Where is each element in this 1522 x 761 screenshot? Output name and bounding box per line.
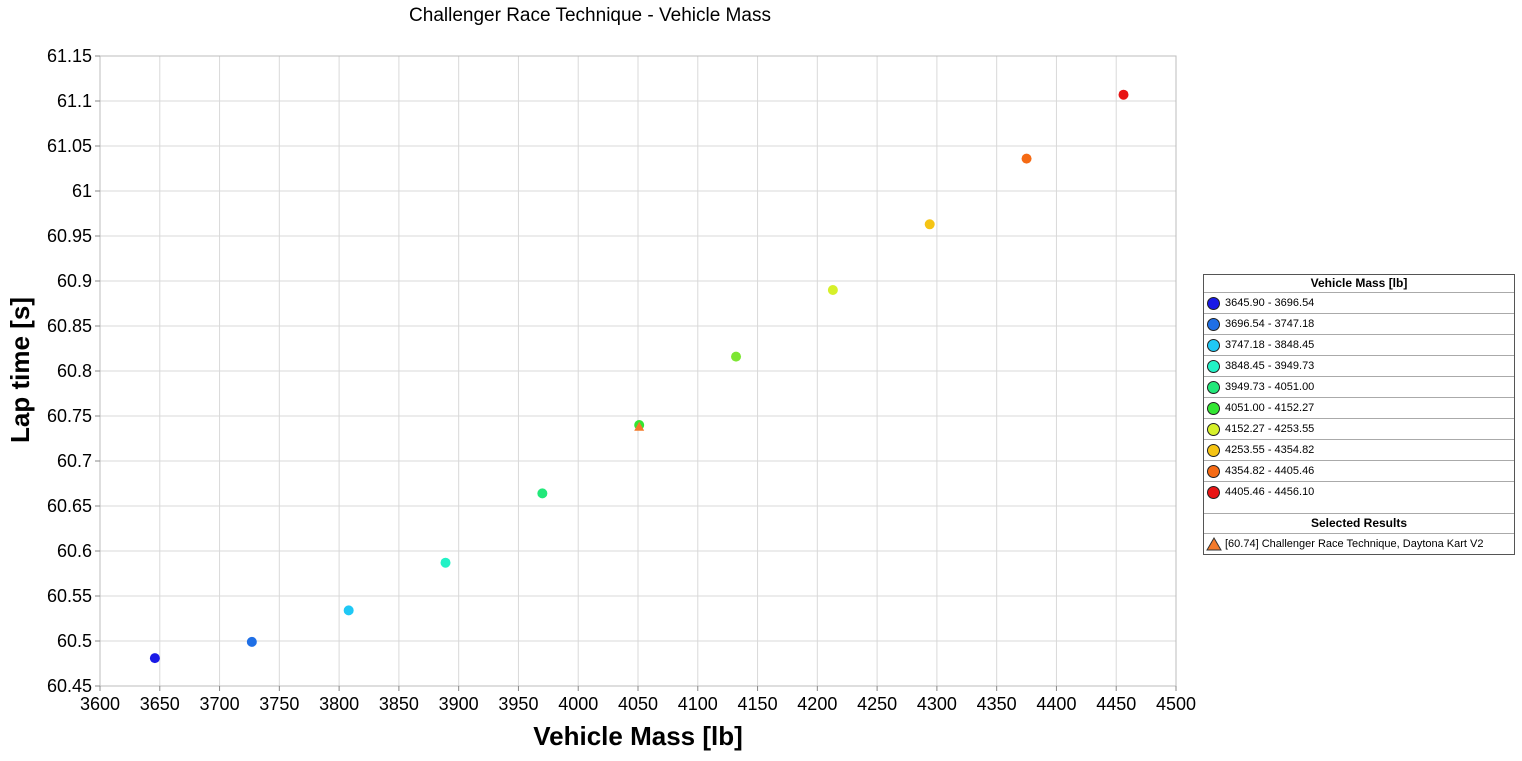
legend-item-label: 4354.82 - 4405.46 [1225, 465, 1315, 477]
legend-swatch-icon [1207, 401, 1220, 415]
legend-items: 3645.90 - 3696.54 3696.54 - 3747.18 3747.1… [1204, 293, 1514, 502]
y-tick-label: 60.5 [57, 631, 92, 651]
y-tick-label: 60.8 [57, 361, 92, 381]
x-tick-label: 4150 [738, 694, 778, 714]
x-tick-label: 4300 [917, 694, 957, 714]
y-tick-label: 60.9 [57, 271, 92, 291]
legend-swatch-icon [1207, 359, 1220, 373]
legend-selected-items: [60.74] Challenger Race Technique, Dayto… [1204, 534, 1514, 554]
y-axis-title: Lap time [s] [5, 297, 35, 443]
legend-item: 3747.18 - 3848.45 [1204, 335, 1514, 356]
legend: Vehicle Mass [lb] 3645.90 - 3696.54 3696.… [1203, 274, 1515, 555]
y-tick-label: 60.75 [47, 406, 92, 426]
legend-item-label: 4051.00 - 4152.27 [1225, 402, 1315, 414]
x-tick-label: 4250 [857, 694, 897, 714]
y-tick-label: 61.15 [47, 46, 92, 66]
legend-item-label: 4405.46 - 4456.10 [1225, 486, 1315, 498]
legend-item-label: 3848.45 - 3949.73 [1225, 360, 1315, 372]
legend-selected-item: [60.74] Challenger Race Technique, Dayto… [1204, 534, 1514, 554]
legend-swatch-icon [1207, 485, 1220, 499]
legend-item-label: 3747.18 - 3848.45 [1225, 339, 1315, 351]
grid [99, 55, 1177, 687]
x-tick-label: 4000 [558, 694, 598, 714]
data-point [149, 653, 160, 664]
data-point [827, 285, 838, 295]
data-point [440, 557, 451, 568]
legend-swatch-icon [1207, 443, 1220, 457]
legend-item-label: 3645.90 - 3696.54 [1225, 297, 1315, 309]
legend-selected-title: Selected Results [1204, 514, 1514, 534]
legend-swatch-icon [1207, 464, 1220, 478]
legend-swatch-icon [1207, 338, 1220, 352]
data-point [1118, 89, 1129, 100]
x-tick-label: 4500 [1156, 694, 1196, 714]
data-points [149, 89, 1129, 664]
legend-item: 3848.45 - 3949.73 [1204, 356, 1514, 377]
x-tick-label: 3750 [259, 694, 299, 714]
y-tick-label: 60.65 [47, 496, 92, 516]
x-tick-label: 3700 [200, 694, 240, 714]
legend-spacer [1204, 502, 1514, 514]
x-tick-label: 3900 [439, 694, 479, 714]
y-tick-label: 60.95 [47, 226, 92, 246]
y-tick-label: 61.1 [57, 91, 92, 111]
x-tick-label: 4350 [977, 694, 1017, 714]
y-tick-label: 60.7 [57, 451, 92, 471]
chart-title: Challenger Race Technique - Vehicle Mass [409, 5, 771, 26]
legend-item-label: 4152.27 - 4253.55 [1225, 423, 1315, 435]
legend-item: 4354.82 - 4405.46 [1204, 461, 1514, 482]
legend-swatch-icon [1207, 317, 1220, 331]
legend-item-label: 3696.54 - 3747.18 [1225, 318, 1315, 330]
x-tick-label: 3800 [319, 694, 359, 714]
legend-swatch-icon [1207, 380, 1220, 394]
x-tick-label: 4400 [1036, 694, 1076, 714]
legend-item: 4405.46 - 4456.10 [1204, 482, 1514, 502]
data-point [246, 636, 257, 647]
legend-item: 4152.27 - 4253.55 [1204, 419, 1514, 440]
x-axis-title: Vehicle Mass [lb] [533, 721, 743, 751]
legend-swatch-icon [1207, 296, 1220, 310]
x-tick-label: 3650 [140, 694, 180, 714]
y-tick-label: 60.85 [47, 316, 92, 336]
y-tick-label: 60.6 [57, 541, 92, 561]
legend-item: 3645.90 - 3696.54 [1204, 293, 1514, 314]
legend-item: 3696.54 - 3747.18 [1204, 314, 1514, 335]
x-tick-label: 4050 [618, 694, 658, 714]
legend-item: 4253.55 - 4354.82 [1204, 440, 1514, 461]
legend-title: Vehicle Mass [lb] [1204, 275, 1514, 293]
legend-selected-label: [60.74] Challenger Race Technique, Dayto… [1225, 538, 1484, 550]
x-tick-label: 3600 [80, 694, 120, 714]
x-tick-label: 4450 [1096, 694, 1136, 714]
legend-swatch-icon [1207, 422, 1220, 436]
x-tick-label: 3950 [498, 694, 538, 714]
data-point [731, 351, 742, 362]
data-point [537, 488, 548, 499]
y-tick-label: 60.55 [47, 586, 92, 606]
legend-item-label: 4253.55 - 4354.82 [1225, 444, 1315, 456]
triangle-icon [1206, 537, 1222, 551]
legend-item: 3949.73 - 4051.00 [1204, 377, 1514, 398]
data-point [343, 605, 354, 616]
selected-point-triangle [634, 421, 645, 431]
data-point [924, 219, 935, 230]
x-tick-label: 4200 [797, 694, 837, 714]
data-point [1021, 153, 1032, 164]
y-tick-label: 60.45 [47, 676, 92, 696]
x-tick-label: 4100 [678, 694, 718, 714]
y-tick-label: 61.05 [47, 136, 92, 156]
legend-item: 4051.00 - 4152.27 [1204, 398, 1514, 419]
legend-item-label: 3949.73 - 4051.00 [1225, 381, 1315, 393]
axes: 3600 3650 3700 3750 3800 3850 3900 3950 4000 4050… [47, 46, 1196, 714]
y-tick-label: 61 [72, 181, 92, 201]
x-tick-label: 3850 [379, 694, 419, 714]
